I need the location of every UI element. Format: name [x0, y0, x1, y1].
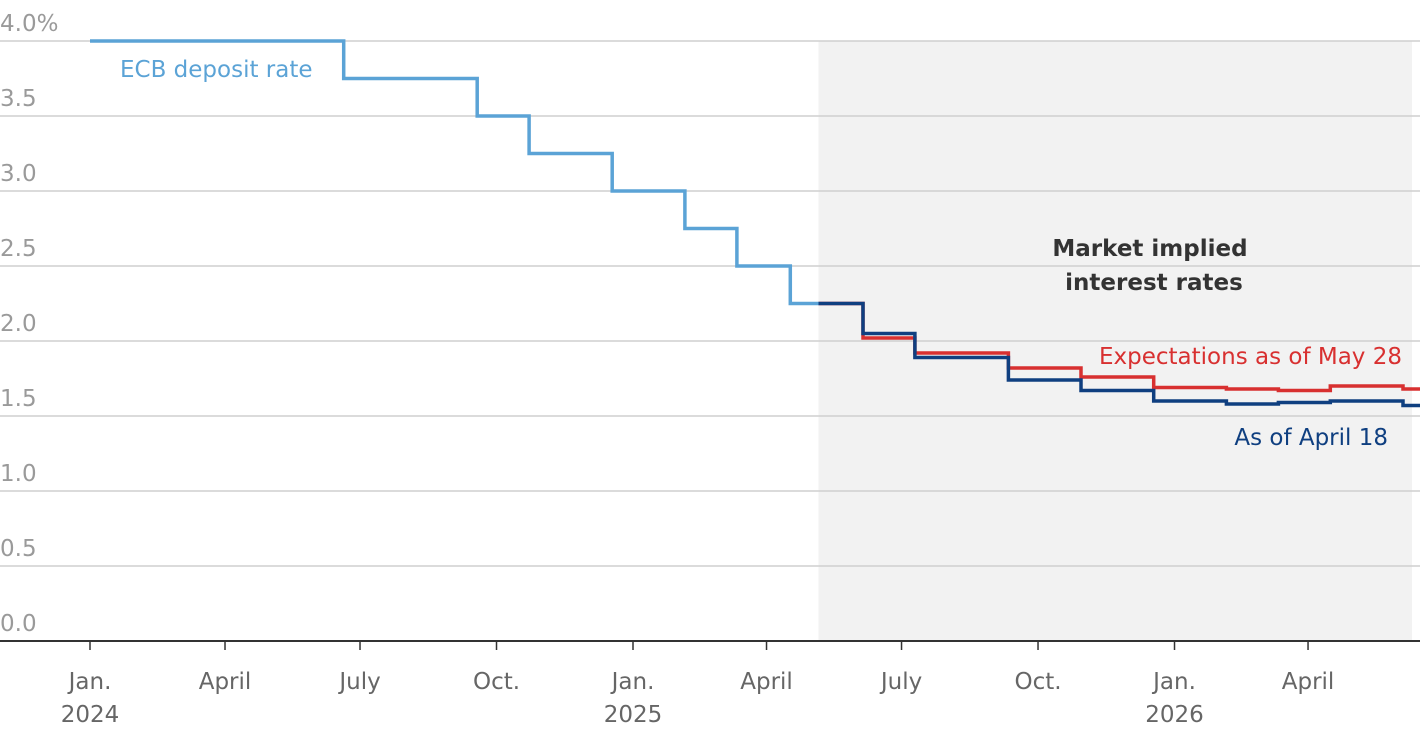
- x-tick-label: April: [740, 669, 793, 695]
- x-axis: Jan. 2024 April July Oct. Jan. 2025 April July Oc…: [61, 641, 1335, 728]
- x-tick-year-label: 2026: [1145, 702, 1204, 728]
- x-tick-label: April: [1282, 669, 1335, 695]
- y-axis: 0.0 0.5 1.0 1.5 2.0 2.5 3.0 3.5 4.0%: [0, 11, 58, 637]
- y-tick-label: 1.0: [0, 461, 37, 487]
- shaded-region-label: Market implied interest rates: [1052, 236, 1255, 296]
- x-tick-label: Jan.: [67, 669, 112, 695]
- shaded-region-label-line-2: interest rates: [1065, 270, 1243, 296]
- x-tick-label: Jan.: [610, 669, 655, 695]
- x-tick-label: April: [199, 669, 252, 695]
- y-tick-label: 2.0: [0, 311, 37, 337]
- y-tick-label: 0.0: [0, 611, 37, 637]
- series-line: [90, 39, 819, 306]
- series-label-ecb-deposit-rate: ECB deposit rate: [120, 57, 313, 83]
- x-tick-label: Oct.: [1014, 669, 1061, 695]
- series-group: [90, 39, 1420, 408]
- x-tick-year-label: 2024: [61, 702, 120, 728]
- x-tick-label: Jan.: [1151, 669, 1196, 695]
- series-label-april-18: As of April 18: [1234, 425, 1388, 451]
- y-tick-label: 3.0: [0, 161, 37, 187]
- y-tick-label: 4.0%: [0, 11, 58, 37]
- x-tick-label: Oct.: [473, 669, 520, 695]
- y-tick-label: 3.5: [0, 86, 37, 112]
- y-tick-label: 1.5: [0, 386, 37, 412]
- shaded-region-label-line-1: Market implied: [1052, 236, 1247, 262]
- series-line: [818, 301, 1420, 408]
- y-tick-label: 2.5: [0, 236, 37, 262]
- series-label-expectations-may-28: Expectations as of May 28: [1099, 344, 1402, 370]
- x-tick-label: July: [879, 669, 922, 695]
- x-tick-year-label: 2025: [604, 702, 663, 728]
- x-tick-label: July: [337, 669, 380, 695]
- y-tick-label: 0.5: [0, 536, 37, 562]
